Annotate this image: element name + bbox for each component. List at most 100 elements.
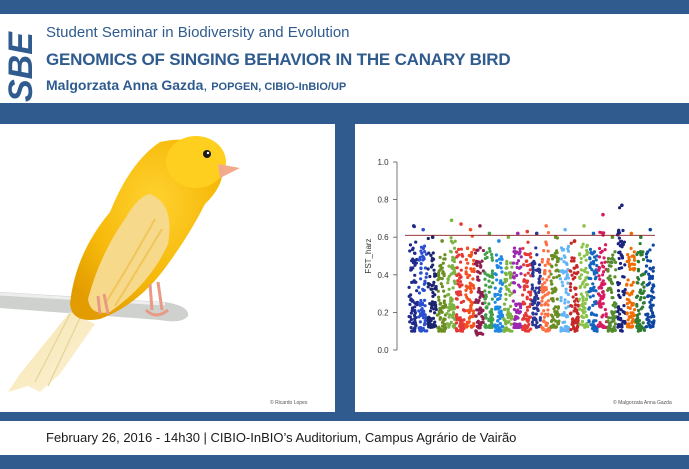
data-point (602, 231, 606, 235)
data-point (620, 323, 624, 327)
data-point (483, 271, 487, 275)
data-point (472, 286, 476, 290)
data-point (430, 235, 435, 239)
data-point (648, 300, 652, 304)
data-point (410, 329, 414, 333)
speaker-affiliation: POPGEN, CIBIO-InBIO/UP (211, 81, 347, 93)
data-point (495, 278, 499, 282)
data-point (614, 268, 618, 272)
data-point (572, 325, 576, 329)
data-point (470, 250, 474, 255)
data-point (581, 295, 585, 299)
data-point (563, 301, 567, 305)
scatter-series-18 (568, 239, 580, 333)
data-point (603, 308, 607, 312)
data-point (483, 256, 487, 261)
data-point (543, 263, 547, 267)
data-point (524, 311, 528, 315)
data-point (610, 281, 615, 286)
data-point (616, 305, 621, 309)
data-point (625, 297, 629, 301)
data-point (584, 297, 589, 301)
data-point (545, 323, 549, 328)
data-point (607, 316, 611, 320)
data-point (622, 240, 626, 244)
data-point (512, 307, 516, 312)
data-point (612, 258, 616, 262)
data-point (438, 255, 442, 259)
data-point (583, 285, 587, 289)
data-point (592, 255, 597, 259)
data-point (431, 251, 435, 255)
data-point (478, 246, 482, 250)
data-point (484, 306, 488, 310)
data-point (515, 273, 519, 278)
data-point (627, 256, 631, 260)
data-point (493, 286, 497, 290)
data-point (512, 271, 516, 275)
data-point (543, 312, 548, 316)
data-point (639, 288, 643, 292)
data-point (447, 274, 451, 278)
data-point (644, 325, 648, 329)
data-point (546, 314, 550, 318)
data-point (635, 302, 639, 307)
data-point (428, 302, 432, 306)
scatter-series-15 (539, 224, 552, 333)
data-point (512, 325, 516, 330)
data-point (409, 293, 413, 297)
data-point (518, 322, 522, 326)
data-point (606, 329, 610, 333)
data-point (617, 236, 621, 240)
data-point (588, 247, 593, 252)
data-point (527, 322, 531, 326)
data-point (634, 318, 638, 322)
data-point (531, 316, 536, 320)
data-point (541, 288, 545, 292)
data-point (641, 257, 646, 262)
data-point (505, 259, 509, 264)
data-point (443, 294, 447, 298)
data-point (539, 303, 544, 307)
data-point (642, 328, 647, 332)
data-point (647, 319, 651, 323)
data-point (499, 279, 503, 283)
data-point (525, 229, 530, 234)
data-point (459, 268, 463, 272)
scatter-series-3 (426, 235, 438, 330)
data-point (490, 269, 495, 273)
data-point (413, 305, 417, 309)
data-point (441, 261, 445, 265)
data-point (417, 309, 421, 313)
data-point (530, 320, 534, 324)
data-point (505, 287, 509, 291)
photo-credit: © Ricardo Lopes (270, 400, 308, 406)
data-point (499, 261, 503, 265)
data-point (478, 306, 482, 310)
data-point (625, 302, 629, 306)
data-point (639, 235, 643, 239)
data-point (622, 310, 626, 315)
data-point (521, 246, 525, 251)
data-point (517, 302, 521, 306)
data-point (636, 250, 640, 255)
data-point (504, 284, 508, 289)
data-point (519, 272, 523, 276)
data-point (649, 308, 653, 312)
data-point (496, 297, 500, 301)
data-point (594, 319, 598, 323)
data-point (462, 309, 467, 313)
data-point (475, 248, 479, 252)
data-point (430, 304, 434, 308)
data-point (599, 296, 604, 300)
scatter-series-2 (417, 227, 429, 333)
data-point (497, 239, 501, 243)
data-point (651, 243, 655, 247)
data-point (580, 314, 584, 318)
data-point (437, 329, 441, 333)
data-point (502, 302, 507, 306)
data-point (648, 248, 652, 252)
data-point (432, 280, 436, 284)
data-point (431, 316, 436, 320)
data-point (579, 303, 584, 307)
